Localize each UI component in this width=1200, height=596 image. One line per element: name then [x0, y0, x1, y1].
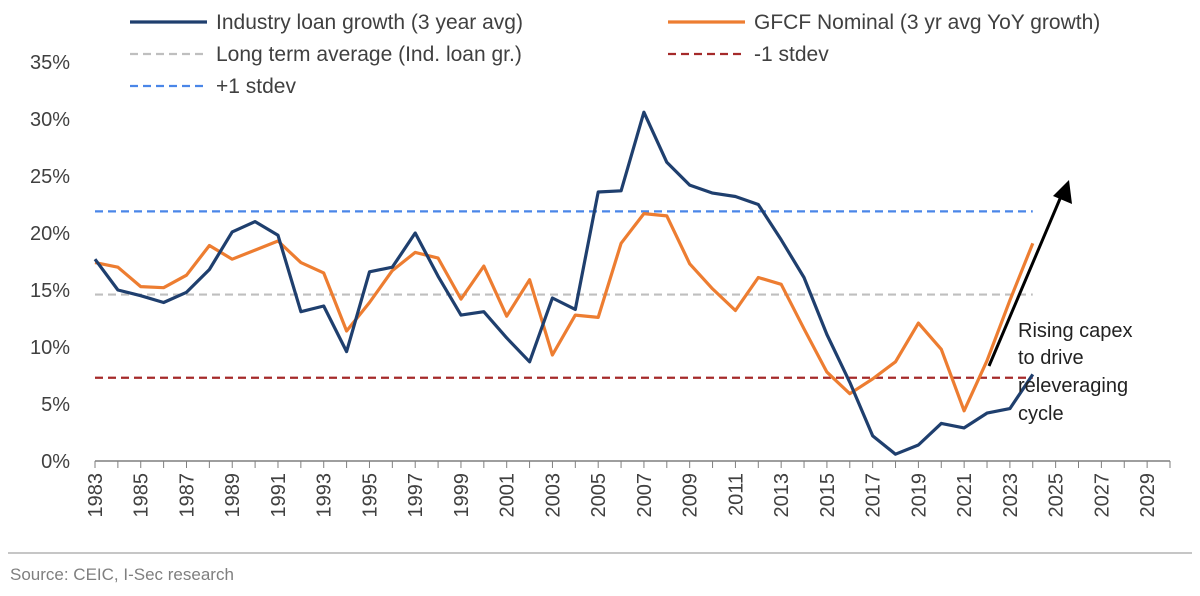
y-tick-label: 15% [30, 280, 70, 302]
legend-label-1: GFCF Nominal (3 yr avg YoY growth) [754, 11, 1100, 34]
annotation-line-4: cycle [1018, 403, 1064, 425]
x-tick-label: 1991 [268, 473, 290, 518]
annotation-line-2: to drive [1018, 347, 1084, 369]
x-tick-label: 1989 [222, 473, 244, 518]
y-tick-label: 25% [30, 166, 70, 188]
x-tick-label: 1985 [131, 473, 153, 518]
x-tick-label: 2001 [497, 473, 519, 518]
y-tick-label: 30% [30, 109, 70, 131]
series-layer [93, 110, 1035, 456]
x-tick-label: 1993 [314, 473, 336, 518]
x-tick-label: 2007 [634, 473, 656, 518]
x-tick-label: 1995 [359, 473, 381, 518]
x-tick-label: 2019 [908, 473, 930, 518]
annotation-arrow [987, 193, 1064, 367]
x-tick-label: 2025 [1046, 473, 1068, 518]
x-tick-label: 2013 [771, 473, 793, 518]
x-tick-label: 2017 [863, 473, 885, 518]
annotation-arrowhead [1053, 180, 1072, 204]
series-line-0 [93, 110, 1035, 456]
series-line-1 [94, 212, 1035, 413]
x-tick-label: 2029 [1137, 473, 1159, 518]
legend-label-0: Industry loan growth (3 year avg) [216, 11, 523, 34]
legend-label-3: -1 stdev [754, 43, 829, 66]
legend-label-2: Long term average (Ind. loan gr.) [216, 43, 522, 66]
x-tick-label: 1997 [405, 473, 427, 518]
x-tick-label: 2005 [588, 473, 610, 518]
y-tick-label: 35% [30, 52, 70, 74]
x-tick-label: 2011 [725, 473, 747, 516]
y-tick-label: 5% [41, 394, 70, 416]
legend-label-4: +1 stdev [216, 75, 296, 98]
x-tick-label: 2021 [954, 473, 976, 518]
x-tick-label: 2009 [680, 473, 702, 518]
x-tick-label: 1983 [85, 473, 107, 518]
annotation-line-3: releveraging [1018, 375, 1128, 397]
axes: 0% 5% 10% 15% 20% 25% 30% 35% 1983 1985 1987 1989 19… [30, 52, 1171, 518]
x-tick-label: 2003 [542, 473, 564, 518]
source-note: Source: CEIC, I-Sec research [10, 565, 234, 584]
x-tick-label: 2027 [1091, 473, 1113, 518]
x-tick-label: 1999 [451, 473, 473, 518]
annotation-line-1: Rising capex [1018, 320, 1133, 342]
x-tick-label: 2023 [1000, 473, 1022, 518]
y-tick-label: 0% [41, 451, 70, 473]
x-tick-label: 1987 [176, 473, 198, 518]
y-tick-label: 20% [30, 223, 70, 245]
annotation: Rising capex to drive releveraging cycle [987, 180, 1133, 425]
legend: Industry loan growth (3 year avg) GFCF No… [130, 11, 1100, 98]
y-tick-label: 10% [30, 337, 70, 359]
x-tick-label: 2015 [817, 473, 839, 518]
